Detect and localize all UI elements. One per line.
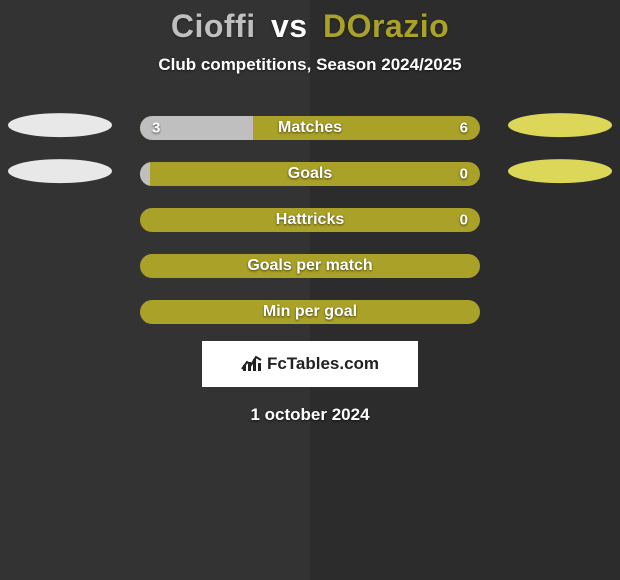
stat-label: Goals: [288, 165, 332, 183]
stat-value-right: 0: [460, 212, 468, 229]
player2-name: DOrazio: [323, 8, 449, 44]
stat-label: Goals per match: [247, 257, 372, 275]
player2-badge: [508, 113, 612, 137]
stat-bar: Goals per match: [140, 254, 480, 278]
stat-label: Matches: [278, 119, 342, 137]
branding-box: FcTables.com: [202, 341, 418, 387]
stats-list: Matches 3 6 Goals 0 Hattricks 0 Goals per match…: [0, 105, 620, 335]
page-title: Cioffi vs DOrazio: [0, 8, 620, 45]
subtitle: Club competitions, Season 2024/2025: [0, 55, 620, 75]
stat-bar: Goals 0: [140, 162, 480, 186]
stat-value-left: 3: [152, 120, 160, 137]
stat-label: Hattricks: [276, 211, 344, 229]
player1-badge: [8, 113, 112, 137]
player1-name: Cioffi: [171, 8, 256, 44]
branding-text: FcTables.com: [267, 354, 379, 374]
player2-badge: [508, 159, 612, 183]
stat-bar-fill: [140, 162, 150, 186]
stat-row: Min per goal: [0, 289, 620, 335]
stat-row: Goals per match: [0, 243, 620, 289]
stat-row: Matches 3 6: [0, 105, 620, 151]
footer-date: 1 october 2024: [0, 405, 620, 425]
stat-value-right: 6: [460, 120, 468, 137]
player1-badge: [8, 159, 112, 183]
stat-bar: Hattricks 0: [140, 208, 480, 232]
stat-bar: Matches 3 6: [140, 116, 480, 140]
infographic-container: Cioffi vs DOrazio Club competitions, Sea…: [0, 0, 620, 580]
chart-icon: [241, 352, 263, 377]
stat-row: Goals 0: [0, 151, 620, 197]
stat-bar: Min per goal: [140, 300, 480, 324]
vs-label: vs: [271, 8, 308, 44]
stat-value-right: 0: [460, 166, 468, 183]
stat-row: Hattricks 0: [0, 197, 620, 243]
stat-label: Min per goal: [263, 303, 357, 321]
